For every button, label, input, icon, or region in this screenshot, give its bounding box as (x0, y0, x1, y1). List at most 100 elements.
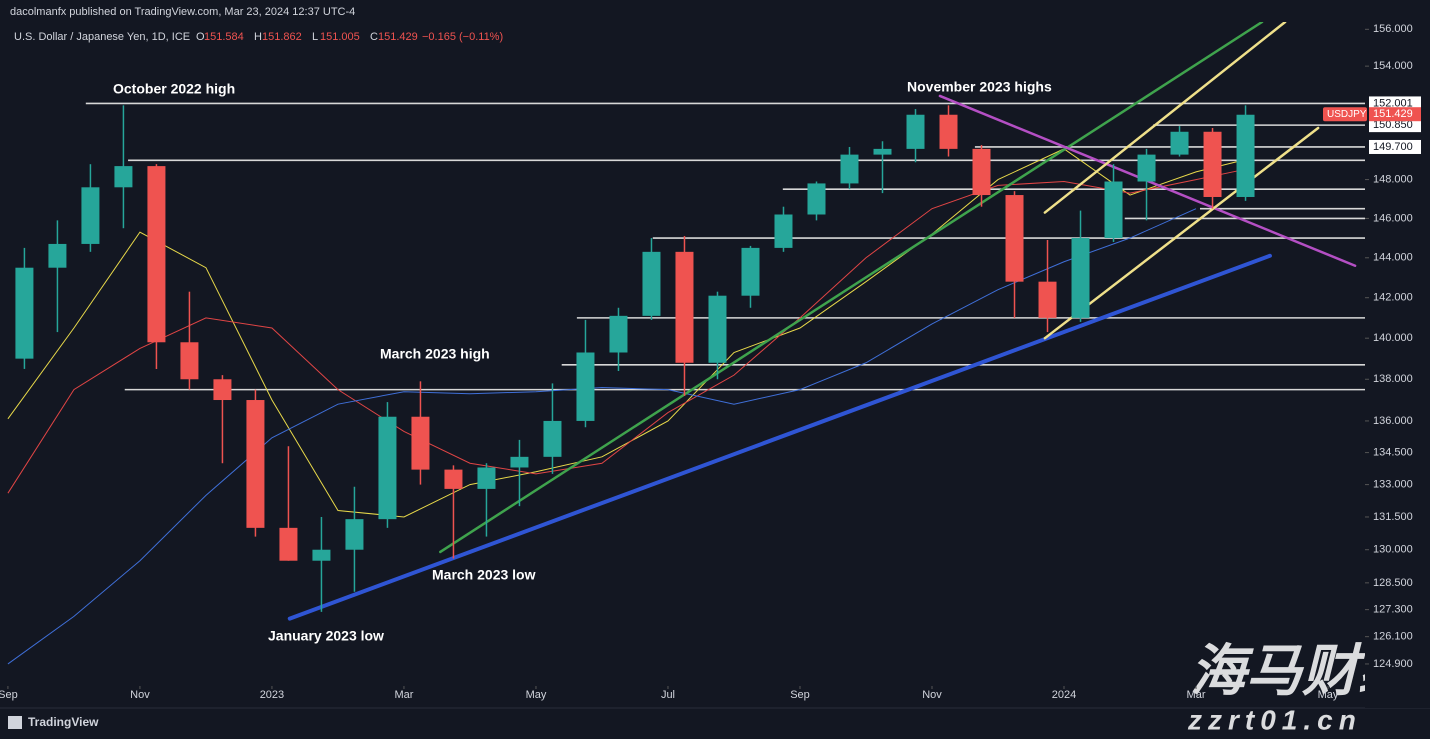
candle-body (774, 214, 793, 248)
y-tick-label: 148.000 (1373, 173, 1413, 185)
candle-body (675, 251, 694, 363)
candle-body (1203, 131, 1222, 197)
candle-body (345, 519, 364, 550)
candle-body (180, 342, 199, 380)
price-label: 150.850 (1373, 119, 1413, 131)
candle-body (642, 251, 661, 316)
candle-body (1137, 154, 1156, 182)
trendline (1043, 126, 1320, 340)
last-price-box (1369, 107, 1421, 122)
legend: U.S. Dollar / Japanese Yen, 1D, ICE O 151.… (14, 31, 503, 43)
last-price: 151.429 (1373, 108, 1413, 120)
ohlc-value: 151.862 (262, 31, 302, 43)
candle-body (81, 187, 100, 244)
moving-average (7, 148, 1243, 518)
y-tick-label: 154.000 (1373, 60, 1413, 72)
candle-body (609, 315, 628, 353)
x-tick-label: Jul (661, 689, 675, 701)
y-tick-label: 124.900 (1373, 658, 1413, 670)
candle-body (906, 114, 925, 149)
candle-body (312, 549, 331, 561)
y-tick-label: 133.000 (1373, 479, 1413, 491)
brand: TradingView (28, 715, 99, 729)
ohlc-value: 151.005 (320, 31, 360, 43)
price-label-box (1369, 96, 1421, 111)
y-tick-label: 128.500 (1373, 577, 1413, 589)
candle-body (510, 456, 529, 468)
y-tick-label: 140.000 (1373, 332, 1413, 344)
candle-body (741, 247, 760, 296)
brand-logo (8, 716, 22, 729)
candle-body (411, 416, 430, 470)
price-label: 149.700 (1373, 141, 1413, 153)
y-tick-label: 136.000 (1373, 415, 1413, 427)
candle-body (939, 114, 958, 149)
candle-body (1104, 181, 1123, 239)
moving-average (7, 208, 1197, 665)
trendline (1043, 22, 1287, 214)
y-tick-label: 126.100 (1373, 631, 1413, 643)
ohlc-key: C (370, 31, 378, 43)
last-name: USDJPY (1327, 109, 1367, 120)
x-tick-label: Sep (790, 689, 810, 701)
y-tick-label: 138.000 (1373, 373, 1413, 385)
candle-body (114, 166, 133, 188)
candle-body (1071, 238, 1090, 318)
ohlc-key: L (312, 31, 318, 43)
plot (7, 22, 1365, 665)
x-tick-label: Sep (0, 689, 18, 701)
candle-body (840, 154, 859, 184)
watermark-site: zzrt01.cn (1187, 704, 1362, 735)
annotation: October 2022 high (113, 81, 235, 97)
candle-body (1170, 131, 1189, 155)
annotation: March 2023 high (380, 346, 490, 362)
price-label: 152.001 (1373, 97, 1413, 109)
candle-body (147, 166, 166, 343)
y-tick-label: 144.000 (1373, 252, 1413, 264)
annotation: March 2023 low (432, 567, 536, 583)
moving-average (7, 169, 1243, 494)
y-tick-label: 131.500 (1373, 511, 1413, 523)
candle-body (1038, 281, 1057, 318)
x-tick-label: 2023 (260, 689, 284, 701)
trendline (439, 22, 1264, 554)
y-tick-label: 127.300 (1373, 604, 1413, 616)
x-tick-label: May (1318, 689, 1339, 701)
annotation: November 2023 highs (907, 79, 1052, 95)
x-tick-label: Nov (130, 689, 150, 701)
y-tick-label: 130.000 (1373, 544, 1413, 556)
y-tick-label: 142.000 (1373, 292, 1413, 304)
candle-body (213, 379, 232, 401)
candle-body (1005, 195, 1024, 282)
annotation: January 2023 low (268, 628, 384, 644)
candle-body (279, 527, 298, 561)
x-tick-label: Mar (394, 689, 413, 701)
candle-body (807, 183, 826, 215)
x-tick-label: May (526, 689, 547, 701)
publisher: dacolmanfx published on TradingView.com,… (10, 6, 355, 18)
candle-body (48, 243, 67, 268)
ohlc-value: 151.429 (378, 31, 418, 43)
candle-body (873, 148, 892, 155)
candle-body (972, 148, 991, 196)
symbol: U.S. Dollar / Japanese Yen, 1D, ICE (14, 31, 190, 43)
last-name-box (1323, 107, 1367, 122)
x-tick-label: Mar (1187, 689, 1206, 701)
candle-body (708, 295, 727, 363)
candle-body (477, 467, 496, 489)
candle-body (576, 352, 595, 421)
candle-body (1236, 114, 1255, 197)
price-label-box (1369, 139, 1421, 154)
ohlc-key: O (196, 31, 205, 43)
price-label-box (1369, 118, 1421, 133)
x-tick-label: Nov (922, 689, 942, 701)
candle-body (444, 469, 463, 489)
change: −0.165 (−0.11%) (422, 31, 503, 43)
candle-body (246, 400, 265, 528)
y-tick-label: 134.500 (1373, 446, 1413, 458)
y-tick-label: 146.000 (1373, 212, 1413, 224)
candle-body (15, 267, 34, 359)
